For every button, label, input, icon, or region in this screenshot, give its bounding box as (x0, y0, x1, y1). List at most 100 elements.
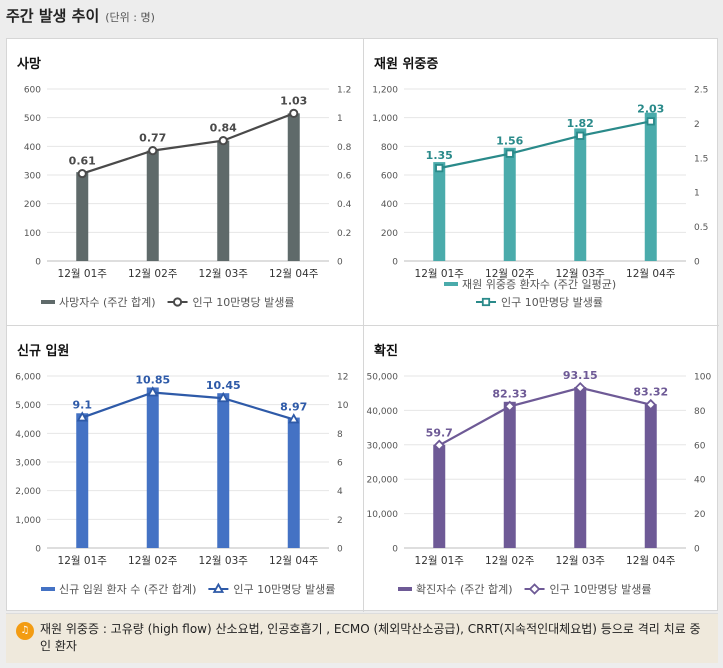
y-left-tick-label: 400 (24, 143, 41, 153)
speaker-icon: ♫ (16, 622, 34, 640)
y-left-tick-label: 0 (392, 258, 398, 268)
legend-swatch-bar (41, 587, 55, 591)
x-tick-label: 12월 04주 (269, 555, 319, 567)
y-right-tick-label: 1.5 (694, 154, 708, 164)
line-point (574, 382, 587, 394)
divider-horizontal (7, 325, 719, 326)
y-left-tick-label: 200 (24, 200, 41, 210)
chart-deaths: 사망 0 100 200 300 400 500 600 0 0.2 0.4 0.6 0.8 1 1.2 12… (17, 56, 352, 309)
bar (503, 147, 516, 261)
y-right-tick-label: 4 (337, 487, 343, 497)
line-point (644, 398, 657, 411)
page-header: 주간 발생 추이 (단위 : 명) (6, 5, 155, 31)
bar (217, 140, 230, 261)
data-label: 1.03 (280, 94, 307, 107)
bar (146, 150, 159, 261)
x-tick-label: 12월 03주 (199, 555, 249, 567)
x-tick-label: 12월 03주 (556, 555, 606, 567)
x-tick-label: 12월 01주 (58, 555, 108, 567)
legend-label-line: 인구 10만명당 발생률 (550, 583, 652, 596)
line-point (289, 108, 299, 118)
x-tick-label: 12월 02주 (128, 268, 178, 280)
chart-panel-admissions: 신규 입원 0 1,000 2,000 3,000 4,000 5,000 6,000 0 2 4 6… (7, 326, 363, 612)
y-left-tick-label: 40,000 (367, 407, 399, 417)
data-label: 9.1 (73, 399, 93, 412)
y-right-tick-label: 10 (337, 401, 349, 411)
y-left-tick-label: 1,000 (15, 516, 41, 526)
legend-marker (212, 582, 225, 593)
x-tick-label: 12월 04주 (626, 268, 676, 280)
y-right-tick-label: 2 (694, 120, 700, 130)
y-left-tick-label: 2,000 (15, 487, 41, 497)
y-left-tick-label: 600 (24, 86, 41, 96)
y-right-tick-label: 60 (694, 441, 706, 451)
bar (574, 387, 587, 548)
line-point (217, 391, 229, 403)
y-left-tick-label: 200 (381, 229, 398, 239)
data-label: 59.7 (426, 426, 453, 439)
y-right-tick-label: 6 (337, 459, 343, 469)
y-right-tick-label: 1.2 (337, 86, 351, 96)
line-point (503, 400, 516, 413)
bar (287, 417, 300, 548)
line-point (77, 168, 87, 179)
y-right-tick-label: 0.8 (337, 143, 352, 153)
bar (76, 172, 89, 261)
y-left-tick-label: 20,000 (367, 476, 399, 486)
x-tick-label: 12월 01주 (415, 555, 465, 567)
line-point (147, 386, 159, 397)
y-left-tick-label: 5,000 (15, 401, 41, 411)
y-left-tick-label: 500 (24, 114, 41, 124)
legend-label-bar: 확진자수 (주간 합계) (416, 583, 513, 596)
data-label: 1.82 (567, 117, 594, 130)
legend-marker (481, 297, 491, 307)
data-label: 0.84 (210, 122, 237, 135)
data-label: 0.77 (139, 132, 166, 145)
bar (146, 387, 159, 548)
x-tick-label: 12월 02주 (485, 268, 535, 280)
data-label: 82.33 (492, 387, 527, 400)
y-right-tick-label: 1 (337, 114, 343, 124)
chart-severe: 재원 위중증 0 200 400 600 800 1,000 1,200 0 0.5 1 1.5 2 2.… (372, 57, 708, 309)
bar (287, 113, 300, 261)
y-left-tick-label: 400 (381, 200, 398, 210)
chart-title: 사망 (17, 56, 41, 72)
y-right-tick-label: 1 (694, 189, 700, 199)
y-right-tick-label: 12 (337, 373, 348, 383)
footnote-text: 재원 위중증 : 고유량 (high flow) 산소요법, 인공호흡기 , E… (40, 622, 701, 653)
bar (433, 444, 446, 548)
footnote: ♫ 재원 위중증 : 고유량 (high flow) 산소요법, 인공호흡기 ,… (6, 613, 718, 663)
line-point (646, 117, 655, 126)
y-left-tick-label: 0 (392, 545, 398, 555)
y-left-tick-label: 6,000 (15, 373, 41, 383)
data-label: 10.85 (135, 373, 170, 386)
y-right-tick-label: 0 (694, 545, 700, 555)
y-right-tick-label: 0.4 (337, 200, 352, 210)
legend-swatch-bar (444, 282, 458, 286)
data-label: 8.97 (280, 400, 307, 413)
y-left-tick-label: 50,000 (367, 373, 399, 383)
legend-label-line: 인구 10만명당 발생률 (501, 296, 603, 309)
x-tick-label: 12월 04주 (269, 268, 319, 280)
x-tick-label: 12월 03주 (556, 268, 606, 280)
data-label: 0.61 (69, 155, 96, 168)
chart-grid: 사망 0 100 200 300 400 500 600 0 0.2 0.4 0.6 0.8 1 1.2 12… (6, 38, 719, 612)
x-tick-label: 12월 01주 (415, 268, 465, 280)
data-label: 1.56 (496, 135, 523, 148)
bar (574, 128, 587, 261)
x-tick-label: 12월 03주 (199, 268, 249, 280)
x-tick-label: 12월 04주 (626, 555, 676, 567)
line-point (148, 146, 158, 156)
series-line (438, 386, 652, 447)
legend-marker (172, 297, 183, 307)
data-label: 10.45 (206, 379, 241, 392)
bar (76, 413, 89, 548)
y-left-tick-label: 1,200 (372, 86, 398, 96)
line-point (76, 411, 88, 422)
y-right-tick-label: 0.6 (337, 172, 352, 182)
data-label: 2.03 (637, 102, 664, 115)
y-left-tick-label: 1,000 (372, 114, 398, 124)
y-left-tick-label: 4,000 (15, 430, 41, 440)
legend-label-line: 인구 10만명당 발생률 (193, 296, 295, 309)
series-line (439, 120, 651, 170)
